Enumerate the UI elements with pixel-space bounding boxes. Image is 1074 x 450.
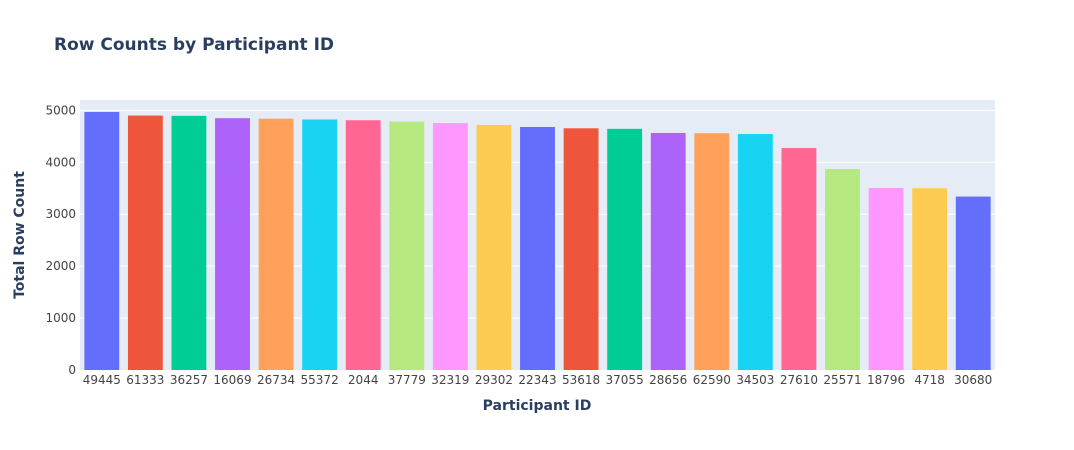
x-tick-label: 34503 bbox=[736, 373, 774, 387]
x-tick-label: 27610 bbox=[780, 373, 818, 387]
y-tick-label: 2000 bbox=[45, 259, 76, 273]
x-tick-label: 18796 bbox=[867, 373, 905, 387]
x-tick-label: 62590 bbox=[693, 373, 731, 387]
y-tick-label: 3000 bbox=[45, 207, 76, 221]
bar-36257 bbox=[171, 115, 207, 370]
chart-title: Row Counts by Participant ID bbox=[54, 35, 334, 55]
x-tick-label: 4718 bbox=[914, 373, 945, 387]
bar-37779 bbox=[389, 121, 425, 370]
bar-32319 bbox=[432, 123, 468, 370]
x-tick-label: 49445 bbox=[83, 373, 121, 387]
bar-26734 bbox=[258, 118, 294, 370]
x-tick-label: 61333 bbox=[126, 373, 164, 387]
bar-62590 bbox=[694, 133, 730, 370]
x-tick-label: 37055 bbox=[606, 373, 644, 387]
y-tick-label: 5000 bbox=[45, 103, 76, 117]
bar-18796 bbox=[868, 188, 904, 370]
x-axis-title: Participant ID bbox=[483, 398, 592, 414]
bar-27610 bbox=[781, 148, 817, 370]
bar-4718 bbox=[912, 188, 948, 370]
bar-2044 bbox=[345, 120, 381, 370]
x-tick-label: 53618 bbox=[562, 373, 600, 387]
bar-53618 bbox=[563, 128, 599, 370]
bar-22343 bbox=[520, 127, 555, 370]
x-tick-label: 26734 bbox=[257, 373, 295, 387]
y-tick-labels: 0 1000 2000 3000 4000 5000 bbox=[45, 103, 76, 377]
x-tick-label: 28656 bbox=[649, 373, 687, 387]
x-tick-label: 22343 bbox=[518, 373, 556, 387]
x-tick-label: 36257 bbox=[170, 373, 208, 387]
bar-61333 bbox=[127, 115, 163, 370]
y-axis-title: Total Row Count bbox=[12, 171, 28, 299]
x-tick-label: 29302 bbox=[475, 373, 513, 387]
x-tick-label: 30680 bbox=[954, 373, 992, 387]
x-tick-label: 55372 bbox=[301, 373, 339, 387]
x-tick-label: 16069 bbox=[213, 373, 251, 387]
x-tick-labels: 49445 61333 36257 16069 26734 55372 2044 37779 3… bbox=[83, 373, 993, 387]
y-tick-label: 0 bbox=[68, 363, 76, 377]
bars bbox=[84, 111, 991, 370]
x-tick-label: 25571 bbox=[823, 373, 861, 387]
bar-28656 bbox=[650, 132, 686, 370]
bar-16069 bbox=[215, 118, 250, 370]
bar-25571 bbox=[825, 169, 860, 370]
x-tick-label: 2044 bbox=[348, 373, 379, 387]
bar-29302 bbox=[476, 124, 512, 370]
bar-34503 bbox=[737, 134, 773, 370]
bar-55372 bbox=[302, 119, 338, 370]
x-tick-label: 32319 bbox=[431, 373, 469, 387]
bar-30680 bbox=[955, 196, 991, 370]
y-tick-label: 1000 bbox=[45, 311, 76, 325]
bar-49445 bbox=[84, 111, 120, 370]
x-tick-label: 37779 bbox=[388, 373, 426, 387]
y-tick-label: 4000 bbox=[45, 155, 76, 169]
bar-37055 bbox=[607, 128, 643, 370]
